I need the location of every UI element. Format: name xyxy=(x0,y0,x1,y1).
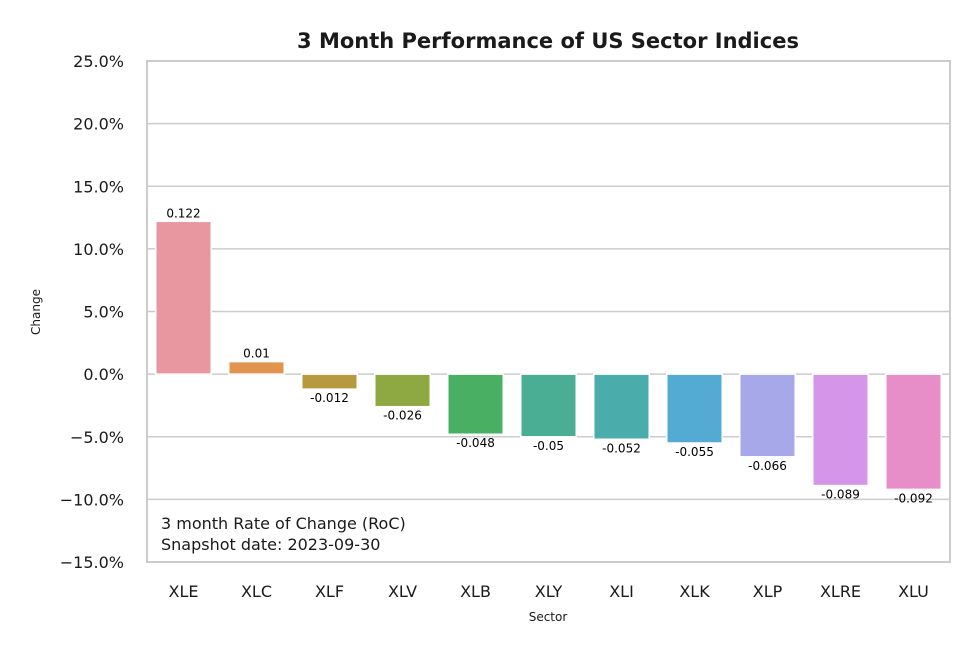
chart-title: 3 Month Performance of US Sector Indices xyxy=(297,29,799,53)
data-label-xlp: -0.066 xyxy=(748,459,787,473)
y-tick-label: −15.0% xyxy=(60,553,124,572)
y-tick-label: 0.0% xyxy=(83,365,124,384)
data-labels: 0.122 0.01 -0.012 -0.026 -0.048 -0.05 -0.052 -0… xyxy=(166,206,933,505)
data-label-xlk: -0.055 xyxy=(675,445,714,459)
x-tick-label: XLC xyxy=(241,582,272,601)
bar-xly xyxy=(520,373,577,438)
y-tick-label: 10.0% xyxy=(73,240,124,259)
data-label-xly: -0.05 xyxy=(533,439,564,453)
data-label-xli: -0.052 xyxy=(602,441,641,455)
x-axis-label: Sector xyxy=(529,610,568,624)
data-label-xlre: -0.089 xyxy=(821,488,860,502)
y-tick-label: −5.0% xyxy=(70,428,124,447)
bar-xlu xyxy=(885,373,942,491)
x-tick-label: XLI xyxy=(609,582,634,601)
x-axis-ticks: XLE XLC XLF XLV XLB XLY XLI XLK XLP XLRE XLU xyxy=(169,582,929,601)
x-tick-label: XLE xyxy=(169,582,199,601)
x-tick-label: XLRE xyxy=(820,582,861,601)
y-tick-label: 5.0% xyxy=(83,303,124,322)
x-tick-label: XLU xyxy=(898,582,929,601)
data-label-xlu: -0.092 xyxy=(894,491,933,505)
x-tick-label: XLP xyxy=(753,582,783,601)
y-tick-label: 20.0% xyxy=(73,115,124,134)
bar-xle xyxy=(155,220,212,375)
bar-xlf xyxy=(301,373,358,390)
x-tick-label: XLB xyxy=(460,582,491,601)
bar-xlk xyxy=(666,373,723,444)
bars xyxy=(155,220,942,491)
x-tick-label: XLK xyxy=(679,582,710,601)
x-tick-label: XLV xyxy=(388,582,417,601)
data-label-xlb: -0.048 xyxy=(456,436,495,450)
bar-xli xyxy=(593,373,650,441)
y-tick-label: 15.0% xyxy=(73,177,124,196)
bar-xlb xyxy=(447,373,504,435)
annotation-line-2: Snapshot date: 2023-09-30 xyxy=(161,535,380,554)
plot-frame xyxy=(146,60,951,563)
y-axis-ticks: 25.0% 20.0% 15.0% 10.0% 5.0% 0.0% −5.0% −10.0% −… xyxy=(60,52,124,572)
data-label-xlc: 0.01 xyxy=(243,347,270,361)
annotation-line-1: 3 month Rate of Change (RoC) xyxy=(161,514,406,533)
y-axis-label: Change xyxy=(29,289,43,335)
data-label-xlf: -0.012 xyxy=(310,391,349,405)
x-tick-label: XLY xyxy=(535,582,563,601)
y-tick-label: −10.0% xyxy=(60,490,124,509)
bar-xlp xyxy=(739,373,796,458)
data-label-xlv: -0.026 xyxy=(383,409,422,423)
bar-xlv xyxy=(374,373,431,408)
bar-xlre xyxy=(812,373,869,487)
x-tick-label: XLF xyxy=(315,582,344,601)
bar-xlc xyxy=(228,360,285,375)
y-tick-label: 25.0% xyxy=(73,52,124,71)
data-label-xle: 0.122 xyxy=(166,206,200,220)
